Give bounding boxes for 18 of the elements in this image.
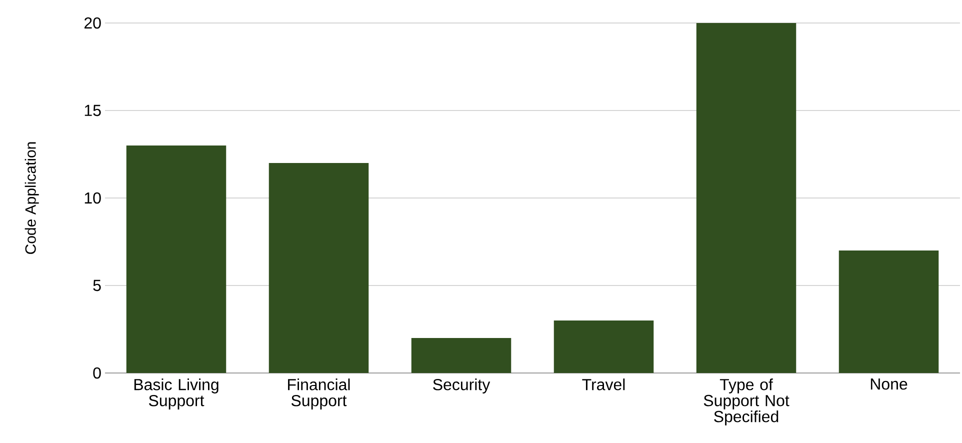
bar [554, 320, 654, 373]
x-tick-label: Financial Support [288, 378, 350, 410]
bar [126, 145, 226, 373]
x-tick-label: Basic Living Support [134, 378, 218, 410]
y-tick-label: 5 [93, 280, 101, 292]
y-tick-label: 20 [84, 17, 101, 29]
y-tick-label: 15 [84, 104, 101, 116]
y-tick-label: 10 [84, 192, 101, 204]
bar [411, 338, 512, 373]
y-axis-title: Code Application [24, 142, 39, 254]
x-tick-label: Type of Support Not Specified [704, 378, 790, 426]
y-tick-label: 0 [93, 367, 101, 379]
x-tick-label: None [870, 378, 908, 390]
bar [268, 162, 369, 373]
bar [696, 22, 796, 373]
x-tick-label: Travel [582, 378, 625, 390]
bar [838, 250, 939, 373]
x-tick-label: Security [433, 378, 490, 394]
